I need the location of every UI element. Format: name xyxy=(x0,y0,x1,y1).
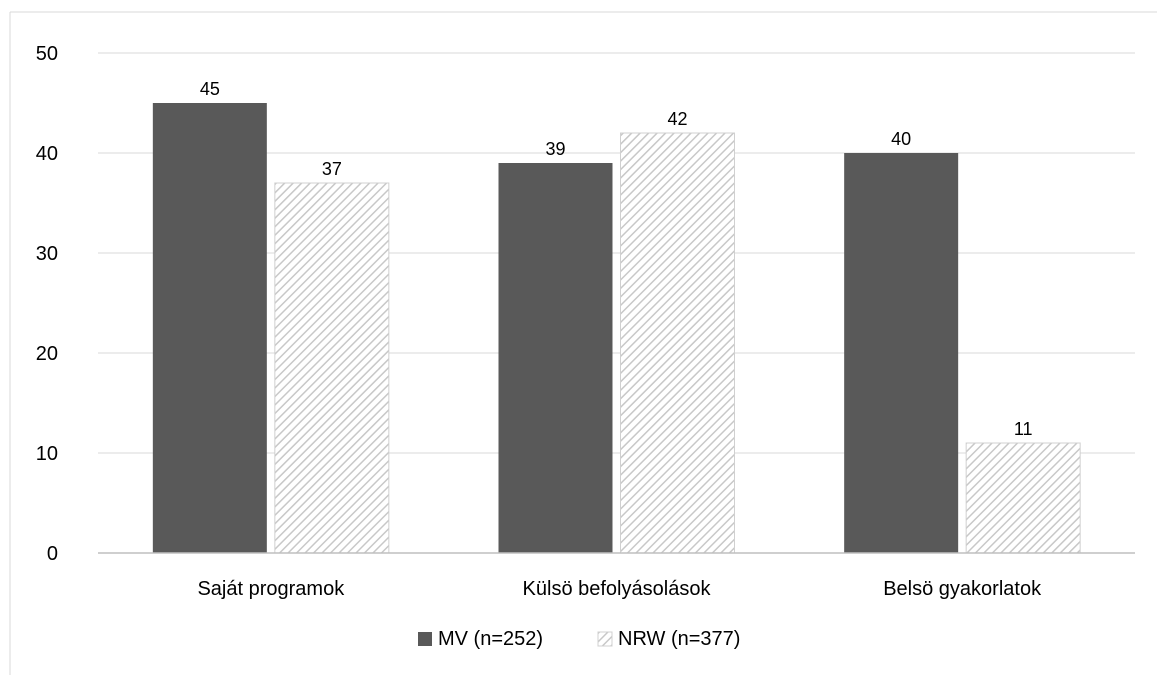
x-axis-categories: Saját programok Külsö befolyásolások Belsö… xyxy=(197,578,1042,600)
legend-label-mv: MV (n=252) xyxy=(438,628,543,650)
data-label: 39 xyxy=(545,139,565,159)
data-label: 37 xyxy=(322,159,342,179)
data-label: 45 xyxy=(200,79,220,99)
category-label: Belsö gyakorlatok xyxy=(883,578,1042,600)
y-tick-label: 20 xyxy=(36,343,58,365)
category-label: Külsö befolyásolások xyxy=(523,578,712,600)
gridlines xyxy=(98,52,1135,454)
y-tick-label: 10 xyxy=(36,443,58,465)
legend-label-nrw: NRW (n=377) xyxy=(618,628,740,650)
category-label: Saját programok xyxy=(197,578,345,600)
y-tick-label: 0 xyxy=(47,543,58,565)
legend-swatch-nrw xyxy=(597,631,613,647)
bar-mv xyxy=(844,153,959,553)
data-label: 42 xyxy=(667,109,687,129)
y-tick-label: 50 xyxy=(36,43,58,65)
data-labels: 45 37 39 42 40 11 xyxy=(200,79,1033,439)
legend-swatch-mv xyxy=(418,632,432,646)
legend: MV (n=252) NRW (n=377) xyxy=(418,628,740,650)
bars xyxy=(152,103,1081,554)
data-label: 11 xyxy=(1014,419,1033,439)
bar-mv xyxy=(152,103,267,553)
bar-nrw xyxy=(274,182,390,554)
data-label: 40 xyxy=(891,129,911,149)
bar-nrw xyxy=(965,442,1081,554)
y-tick-label: 40 xyxy=(36,143,58,165)
y-axis-ticks: 0 10 20 30 40 50 xyxy=(36,43,58,565)
y-tick-label: 30 xyxy=(36,243,58,265)
bar-mv xyxy=(498,163,613,553)
bar-nrw xyxy=(620,132,735,554)
